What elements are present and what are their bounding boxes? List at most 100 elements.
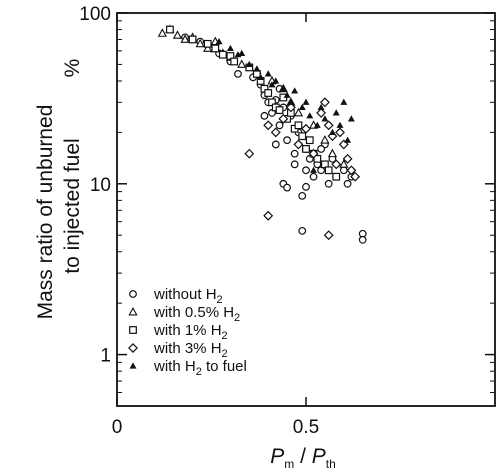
circle-point bbox=[275, 121, 284, 130]
filled-triangle-point bbox=[321, 115, 329, 122]
circle-point bbox=[298, 191, 307, 200]
filled-triangle-point bbox=[332, 109, 340, 116]
y-tick-label: 10 bbox=[90, 175, 111, 196]
legend-label-main: with 3% H bbox=[153, 340, 222, 357]
circle-point bbox=[290, 160, 299, 169]
diamond-point bbox=[323, 230, 334, 241]
triangle-point bbox=[320, 135, 330, 144]
circle-point bbox=[271, 140, 280, 149]
diamond-point bbox=[293, 139, 304, 150]
filled-triangle-point bbox=[238, 49, 246, 57]
square-point bbox=[264, 89, 273, 97]
x-label-sub-m: m bbox=[284, 457, 294, 471]
square-point bbox=[324, 166, 333, 175]
legend-marker-diamond bbox=[128, 343, 138, 353]
filled-triangle-point bbox=[328, 128, 336, 135]
diamond-point bbox=[244, 148, 255, 159]
diamond-point bbox=[346, 165, 357, 176]
legend-label-main: without H bbox=[153, 286, 217, 303]
x-tick-label: 0.5 bbox=[293, 417, 319, 438]
diamond-point bbox=[319, 97, 330, 108]
square-point bbox=[298, 132, 307, 141]
circle-point bbox=[298, 226, 307, 235]
legend-entry-label: with 0.5% H2 bbox=[153, 304, 240, 324]
filled-triangle-point bbox=[234, 51, 242, 58]
circle-point bbox=[324, 179, 333, 188]
legend-label-sub: 2 bbox=[234, 312, 240, 324]
square-point bbox=[218, 50, 227, 59]
legend-marker-filled-triangle bbox=[129, 362, 137, 369]
legend-entry-label: with 3% H2 bbox=[153, 340, 228, 360]
filled-triangle-point bbox=[344, 136, 352, 143]
square-point bbox=[230, 57, 239, 66]
legend-label-main: with 0.5% H bbox=[153, 304, 234, 321]
diamond-point bbox=[316, 107, 327, 118]
diamond-point bbox=[285, 102, 296, 113]
filled-triangle-point bbox=[268, 81, 276, 88]
square-point bbox=[203, 39, 212, 48]
square-point bbox=[302, 145, 310, 153]
y-axis-unit: % bbox=[61, 59, 84, 78]
filled-triangle-point bbox=[310, 166, 318, 173]
diamond-point bbox=[263, 210, 274, 221]
circle-point bbox=[260, 111, 269, 120]
filled-triangle-point bbox=[215, 37, 223, 45]
filled-triangle-point bbox=[313, 121, 321, 128]
y-axis-label-line-1: Mass ratio of unburned bbox=[34, 105, 57, 320]
x-label-p2: P bbox=[312, 445, 326, 468]
diamond-point bbox=[278, 113, 289, 124]
diamond-point bbox=[323, 120, 334, 131]
triangle-point bbox=[180, 34, 190, 43]
filled-triangle-point bbox=[283, 91, 291, 98]
x-label-p: P bbox=[270, 445, 284, 468]
circle-point bbox=[302, 166, 310, 175]
filled-triangle-point bbox=[253, 65, 261, 72]
diamond-point bbox=[308, 148, 319, 159]
diamond-point bbox=[263, 120, 274, 131]
diamond-point bbox=[342, 153, 353, 164]
circle-point bbox=[309, 172, 318, 181]
y-tick-label: 100 bbox=[79, 4, 111, 25]
filled-triangle-point bbox=[291, 87, 299, 94]
square-point bbox=[166, 25, 174, 34]
y-tick-label: 1 bbox=[100, 346, 111, 367]
circle-point bbox=[343, 179, 352, 188]
legend-label-sub: 2 bbox=[196, 366, 202, 378]
circle-point bbox=[283, 136, 292, 145]
x-label-sub-th: th bbox=[326, 457, 336, 471]
filled-triangle-point bbox=[257, 73, 265, 80]
square-point bbox=[211, 44, 220, 53]
legend-entry-label: with H2 to fuel bbox=[153, 358, 247, 378]
square-point bbox=[188, 35, 197, 44]
diamond-point bbox=[350, 171, 361, 182]
diamond-point bbox=[301, 123, 311, 134]
legend-label-sub: 2 bbox=[222, 330, 228, 342]
circle-point bbox=[283, 183, 292, 192]
x-label-slash: / bbox=[294, 445, 312, 468]
filled-triangle-point bbox=[340, 98, 348, 105]
legend-label-main: with 1% H bbox=[153, 322, 222, 339]
diamond-point bbox=[335, 127, 345, 138]
filled-triangle-point bbox=[347, 115, 355, 122]
legend-label-tail: to fuel bbox=[202, 358, 247, 375]
square-point bbox=[305, 136, 314, 145]
x-tick-label: 0 bbox=[112, 417, 123, 438]
diamond-point bbox=[270, 127, 281, 138]
filled-triangle-point bbox=[272, 77, 280, 84]
x-axis-label: Pm / Pth bbox=[270, 445, 336, 471]
circle-point bbox=[290, 149, 299, 158]
legend-entry-label: with 1% H2 bbox=[153, 322, 228, 342]
filled-triangle-point bbox=[298, 103, 306, 111]
filled-triangle-point bbox=[245, 60, 253, 68]
x-axis: 0 0.5 bbox=[112, 13, 319, 438]
filled-triangle-point bbox=[264, 70, 272, 77]
filled-triangle-point bbox=[306, 112, 314, 119]
filled-triangle-point bbox=[336, 121, 344, 128]
square-point bbox=[275, 106, 284, 115]
diamond-point bbox=[338, 139, 349, 150]
circle-point bbox=[339, 166, 348, 175]
legend-label-main: with H bbox=[153, 358, 196, 375]
legend-entry-label: without H2 bbox=[153, 286, 223, 306]
